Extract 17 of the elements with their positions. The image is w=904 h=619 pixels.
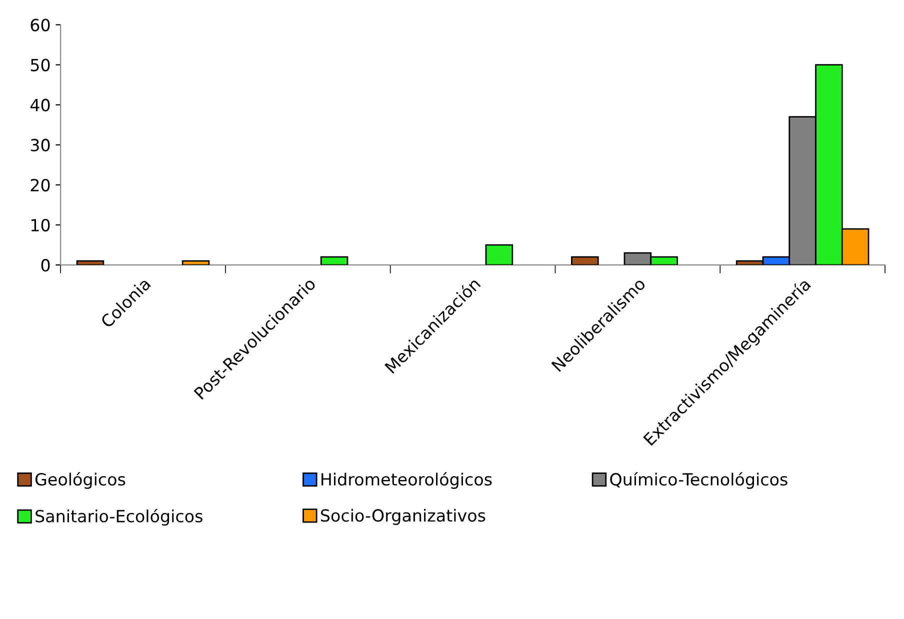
y-tick-label: 40 bbox=[30, 98, 50, 112]
y-tick-label: 0 bbox=[41, 258, 50, 272]
y-tick-label: 20 bbox=[30, 178, 50, 192]
legend-label: Químico-Tecnológicos bbox=[610, 472, 788, 489]
y-tick-label: 50 bbox=[30, 58, 50, 72]
bar bbox=[76, 260, 104, 265]
bar bbox=[485, 244, 514, 265]
legend-label: Socio-Organizativos bbox=[321, 508, 486, 525]
legend-label: Sanitario-Ecológicos bbox=[36, 508, 202, 526]
legend-label: Hidrometeorológicos bbox=[322, 472, 492, 489]
bar bbox=[571, 256, 599, 265]
legend-label: Geológicos bbox=[35, 472, 126, 489]
y-tick-label: 30 bbox=[30, 138, 50, 152]
y-tick-label: 60 bbox=[30, 18, 50, 32]
bar bbox=[182, 260, 210, 265]
y-tick-label: 10 bbox=[31, 218, 50, 232]
bar bbox=[320, 256, 348, 265]
